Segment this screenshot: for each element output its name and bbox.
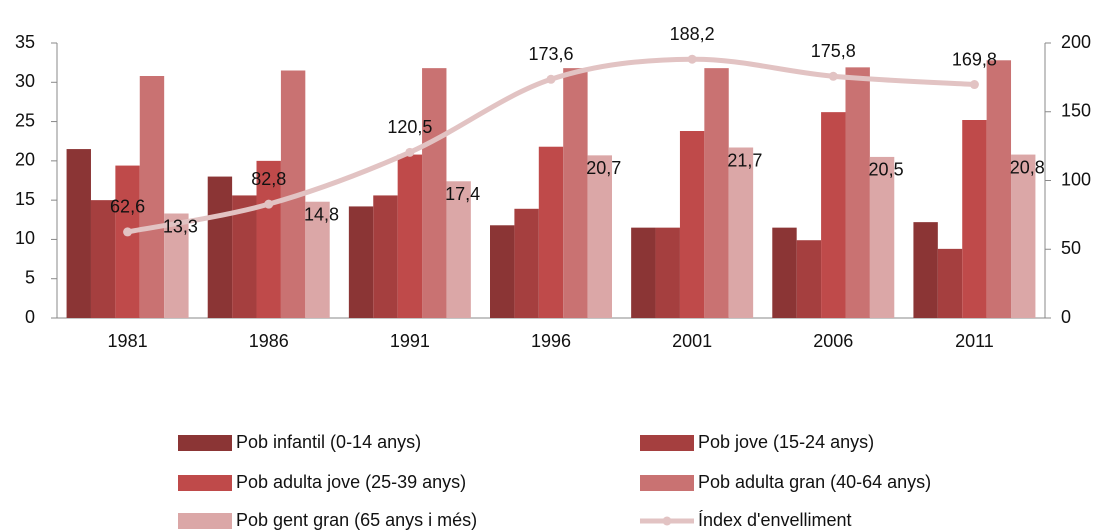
line-marker xyxy=(828,71,838,81)
data-label: 173,6 xyxy=(528,44,573,64)
x-tick-label: 1996 xyxy=(531,331,571,351)
y-tick-label: 15 xyxy=(15,189,35,209)
legend-label: Pob jove (15-24 anys) xyxy=(698,432,874,452)
legend-swatch xyxy=(662,516,672,526)
y-tick-label: 25 xyxy=(15,110,35,130)
legend-label: Pob adulta gran (40-64 anys) xyxy=(698,472,931,492)
bar xyxy=(655,227,680,318)
y-tick-label: 35 xyxy=(15,32,35,52)
data-label: 13,3 xyxy=(163,216,198,236)
bar xyxy=(164,213,189,318)
y2-tick-label: 0 xyxy=(1061,307,1071,327)
bar xyxy=(373,195,398,318)
bar xyxy=(115,165,140,318)
data-label: 17,4 xyxy=(445,184,480,204)
bar xyxy=(631,227,656,318)
bar xyxy=(587,155,612,318)
y-tick-label: 5 xyxy=(25,267,35,287)
y-tick-label: 20 xyxy=(15,150,35,170)
data-label: 20,5 xyxy=(869,160,904,180)
bar xyxy=(913,222,938,318)
legend-label: Pob infantil (0-14 anys) xyxy=(236,432,421,452)
data-label: 62,6 xyxy=(110,197,145,217)
legend-swatch xyxy=(640,475,694,491)
data-label: 21,7 xyxy=(727,150,762,170)
bar xyxy=(446,181,471,318)
bar xyxy=(90,200,116,318)
data-label: 14,8 xyxy=(304,204,339,224)
legend-swatch xyxy=(178,435,232,451)
bar xyxy=(422,68,447,319)
bar xyxy=(772,227,797,318)
legend-label: Pob gent gran (65 anys i més) xyxy=(236,510,477,530)
bar xyxy=(66,149,91,318)
bar xyxy=(490,225,515,318)
bar xyxy=(1011,154,1036,318)
line-marker xyxy=(264,199,274,209)
data-label: 188,2 xyxy=(670,24,715,44)
x-tick-label: 2001 xyxy=(672,331,712,351)
legend-swatch xyxy=(640,435,694,451)
legend-label: Índex d'envelliment xyxy=(698,510,852,530)
bar xyxy=(962,120,987,318)
x-tick-label: 1991 xyxy=(390,331,430,351)
bar xyxy=(514,208,539,318)
line-marker xyxy=(405,147,415,157)
bar xyxy=(139,76,165,318)
y2-tick-label: 150 xyxy=(1061,101,1091,121)
y-tick-label: 10 xyxy=(15,228,35,248)
bar xyxy=(232,195,257,318)
line-marker xyxy=(546,74,556,84)
bar xyxy=(728,147,754,318)
bar xyxy=(256,160,281,318)
data-label: 175,8 xyxy=(811,41,856,61)
bar xyxy=(679,131,705,318)
bar xyxy=(869,156,895,318)
bar xyxy=(207,176,233,318)
y-tick-label: 30 xyxy=(15,71,35,91)
bar xyxy=(538,146,564,318)
x-tick-label: 1981 xyxy=(108,331,148,351)
y2-tick-label: 50 xyxy=(1061,238,1081,258)
bar xyxy=(796,240,822,318)
bar xyxy=(821,112,846,319)
legend-swatch xyxy=(178,475,232,491)
y2-tick-label: 200 xyxy=(1061,32,1091,52)
data-label: 169,8 xyxy=(952,49,997,69)
bar xyxy=(845,67,870,318)
data-label: 120,5 xyxy=(387,117,432,137)
legend-swatch xyxy=(178,513,232,529)
bar xyxy=(348,206,374,318)
data-label: 20,7 xyxy=(586,158,621,178)
y-tick-label: 0 xyxy=(25,307,35,327)
bar xyxy=(563,68,588,319)
bar xyxy=(704,68,729,319)
line-marker xyxy=(687,54,697,64)
legend-label: Pob adulta jove (25-39 anys) xyxy=(236,472,466,492)
bar xyxy=(397,154,423,318)
line-marker xyxy=(123,227,133,237)
y2-tick-label: 100 xyxy=(1061,169,1091,189)
bar xyxy=(305,201,330,318)
x-tick-label: 2011 xyxy=(955,331,994,351)
bar xyxy=(986,60,1012,319)
x-tick-label: 2006 xyxy=(813,331,853,351)
line-marker xyxy=(969,80,979,90)
data-label: 20,8 xyxy=(1010,157,1045,177)
bar xyxy=(937,248,963,318)
x-tick-label: 1986 xyxy=(249,331,289,351)
data-label: 82,8 xyxy=(251,169,286,189)
